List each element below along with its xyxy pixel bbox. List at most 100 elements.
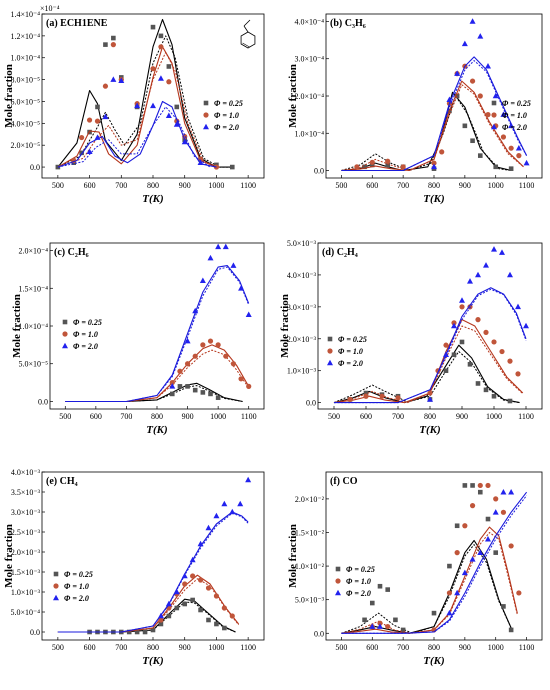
series-1-curve-dotted	[57, 578, 239, 633]
series-0-point	[451, 352, 457, 358]
legend-marker	[62, 342, 68, 349]
series-2-point	[197, 540, 204, 547]
series-2-point	[205, 524, 212, 531]
series-0-point	[158, 621, 164, 627]
series-0-point	[55, 164, 61, 170]
series-0-point	[95, 104, 100, 110]
series-1-point	[221, 605, 227, 611]
plot-frame	[317, 242, 543, 410]
series-2-curve-dotted	[57, 512, 249, 633]
x-tick-label: 500	[52, 643, 64, 652]
series-2-point	[237, 500, 244, 507]
x-tick-label: 1000	[488, 643, 504, 652]
y-axis-label: Mole fraction	[11, 294, 23, 358]
series-2-point	[515, 144, 522, 151]
plot-area	[55, 18, 235, 170]
series-2-point	[500, 488, 507, 495]
y-tick-label: 1.0×10⁻⁴	[294, 129, 324, 138]
y-tick-label: 1.5×10⁻³	[11, 568, 41, 577]
series-2-point	[207, 254, 214, 261]
series-2-point	[169, 383, 176, 389]
series-1-point	[508, 543, 514, 549]
series-0-point	[182, 601, 188, 607]
series-0-curve-dotted	[341, 95, 512, 171]
y-tick-label: 2.0×10⁻⁴	[18, 247, 48, 256]
legend-marker	[335, 578, 341, 584]
x-tick-label: 600	[366, 181, 378, 190]
series-2-point	[245, 476, 252, 483]
series-1-point	[150, 66, 156, 72]
series-0-point	[185, 384, 190, 389]
series-2-point	[508, 488, 515, 495]
series-2-curve-dotted	[65, 266, 250, 402]
y-tick-label: 1.5×10⁻²	[295, 528, 325, 537]
series-2-point	[102, 113, 109, 120]
series-2-point	[110, 76, 117, 82]
y-tick-label: 1.4×10⁻⁴	[10, 10, 40, 19]
series-0-point	[214, 621, 219, 627]
series-2-point	[523, 159, 530, 166]
x-tick-label: 800	[151, 412, 163, 421]
y-exponent-label: ×10⁻⁴	[40, 4, 60, 13]
series-1-point	[500, 134, 507, 140]
series-2-point	[454, 589, 461, 596]
x-tick-label: 1100	[240, 643, 256, 652]
series-2-point	[461, 40, 468, 47]
series-2-point	[485, 62, 491, 69]
legend-marker	[203, 123, 209, 130]
series-2-point	[215, 243, 222, 250]
series-1-point	[158, 44, 164, 50]
series-1-curve-solid	[57, 46, 217, 168]
series-1-point	[197, 156, 204, 163]
legend-label: Φ = 1.0	[214, 111, 239, 120]
series-0-point	[443, 368, 449, 373]
y-tick-label: 1.0×10⁻⁴	[18, 322, 48, 331]
plot-area	[57, 476, 252, 635]
legend-marker	[327, 359, 333, 366]
y-tick-label: 0.0	[306, 399, 316, 408]
series-0-point	[400, 627, 406, 633]
series-1-point	[79, 134, 85, 141]
y-tick-label: 0.0	[38, 397, 48, 406]
series-2-point	[500, 111, 507, 117]
series-2-point	[238, 285, 245, 291]
y-tick-label: 5.0×10⁻⁴	[10, 608, 40, 617]
series-1-point	[477, 93, 483, 99]
series-0-point	[475, 381, 481, 386]
series-1-point	[485, 112, 491, 118]
plot-area	[65, 243, 252, 403]
series-2-point	[446, 609, 453, 616]
panel-title: (b) C₃H₆	[330, 18, 366, 29]
series-0-point	[150, 24, 156, 30]
series-1-point	[385, 623, 391, 630]
y-axis-label: Mole fraction	[3, 524, 15, 588]
x-tick-label: 1000	[208, 181, 224, 190]
series-2-point	[173, 121, 180, 127]
x-tick-label: 800	[147, 643, 159, 652]
series-1-point	[379, 393, 385, 399]
legend-marker	[335, 566, 341, 572]
legend-marker	[53, 571, 59, 577]
series-0-point	[363, 390, 369, 396]
y-tick-label: 5.0×10⁻³	[295, 596, 325, 605]
x-tick-label: 700	[115, 181, 127, 190]
x-tick-label: 600	[360, 412, 372, 421]
series-1-point	[485, 482, 491, 489]
y-tick-label: 2.5×10⁻³	[11, 528, 41, 537]
series-1-point	[507, 358, 513, 364]
x-tick-label: 700	[397, 643, 409, 652]
series-0-point	[174, 104, 180, 110]
series-0-point	[166, 64, 172, 69]
series-1-point	[246, 383, 252, 389]
series-2-point	[369, 623, 376, 629]
x-tick-label: 900	[459, 181, 471, 190]
y-tick-label: 3.5×10⁻³	[11, 488, 41, 497]
x-axis-label: T(K)	[423, 193, 444, 205]
series-0-point	[362, 164, 367, 170]
legend-label: Φ = 2.0	[502, 123, 527, 132]
series-1-point	[363, 393, 369, 399]
series-2-curve-solid	[341, 56, 528, 172]
series-1-point	[469, 503, 476, 509]
x-axis-label: T(K)	[423, 655, 444, 667]
series-2-point	[221, 500, 228, 507]
